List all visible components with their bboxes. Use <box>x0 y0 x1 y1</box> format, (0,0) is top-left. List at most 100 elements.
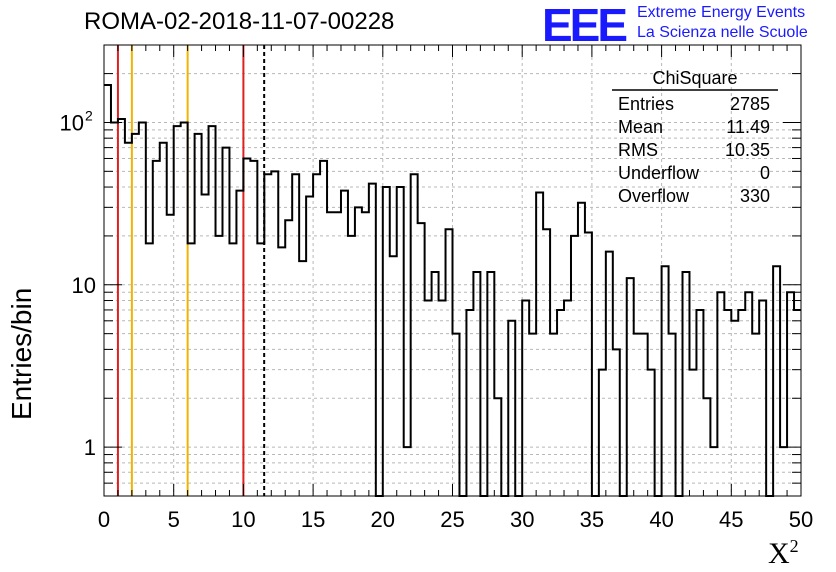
histogram-bin <box>411 174 418 496</box>
histogram-bin <box>229 243 236 496</box>
histogram-bin <box>627 278 634 496</box>
histogram-bin <box>787 292 794 496</box>
stats-box: ChiSquare Entries 2785 Mean 11.49 RMS 10.35 Und… <box>612 68 778 206</box>
histogram-bin <box>362 212 369 496</box>
x-tick-label: 35 <box>580 507 604 532</box>
histogram-bin <box>578 203 585 496</box>
histogram-series <box>104 84 801 497</box>
stats-row-label: Entries <box>618 94 674 114</box>
stats-box-title: ChiSquare <box>652 68 737 88</box>
histogram-bin <box>153 161 160 496</box>
logo-line-1: Extreme Energy Events <box>637 4 806 21</box>
histogram-bin <box>383 187 390 496</box>
histogram-bin <box>390 256 397 496</box>
histogram-bin <box>104 85 111 496</box>
histogram-bin <box>794 310 801 496</box>
histogram-bin <box>418 223 425 496</box>
histogram-bin <box>111 122 118 496</box>
histogram-bin <box>717 292 724 496</box>
histogram-bin <box>327 212 334 496</box>
stats-row-value: 10.35 <box>725 140 770 160</box>
x-tick-label: 15 <box>301 507 325 532</box>
eee-logo: EEE <box>542 0 628 51</box>
y-tick-label: 10 <box>72 273 96 298</box>
histogram-bin <box>369 184 376 496</box>
histogram-bin <box>181 122 188 496</box>
stats-row-value: 2785 <box>730 94 770 114</box>
histogram-bin <box>648 370 655 496</box>
histogram-bin <box>292 174 299 496</box>
logo-line-2: La Scienza nelle Scuole <box>637 24 808 41</box>
x-tick-label: 5 <box>168 507 180 532</box>
histogram-bin <box>348 236 355 496</box>
histogram-bin <box>738 310 745 496</box>
histogram-bin <box>634 334 641 496</box>
histogram-bin <box>139 122 146 496</box>
histogram-bin <box>320 161 327 496</box>
histogram-bin <box>439 301 446 496</box>
histogram-bin <box>216 236 223 496</box>
histogram-bin <box>446 229 453 496</box>
histogram-bin <box>557 310 564 496</box>
histogram-bin <box>425 301 432 496</box>
histogram-bin <box>299 261 306 496</box>
x-axis-label-text: X <box>768 537 790 570</box>
x-axis-label: X2 <box>768 536 799 571</box>
histogram-bin <box>473 272 480 496</box>
histogram-bin <box>724 310 731 496</box>
histogram-bin <box>773 266 780 496</box>
stats-row-label: Underflow <box>618 163 700 183</box>
histogram-bin <box>543 229 550 496</box>
histogram-bin <box>466 310 473 496</box>
histogram-bin <box>564 301 571 496</box>
histogram-bin <box>522 301 529 496</box>
histogram-bin <box>571 236 578 496</box>
histogram-bin <box>752 334 759 496</box>
histogram-bin <box>118 119 125 496</box>
x-tick-label: 25 <box>440 507 464 532</box>
histogram-bin <box>494 398 501 496</box>
x-tick-label: 10 <box>231 507 255 532</box>
histogram-bin <box>160 143 167 496</box>
histogram-bin <box>432 272 439 496</box>
histogram-bin <box>536 193 543 496</box>
stats-row-label: Mean <box>618 117 663 137</box>
histogram-bin <box>710 447 717 496</box>
histogram-bin <box>236 191 243 496</box>
chart-title: ROMA-02-2018-11-07-00228 <box>84 8 395 35</box>
histogram-outline <box>104 84 801 497</box>
x-tick-label: 50 <box>789 507 813 532</box>
histogram-bin <box>202 194 209 496</box>
histogram-bin <box>188 243 195 496</box>
histogram-bin <box>606 252 613 496</box>
histogram-bin <box>703 398 710 496</box>
grid-lines <box>104 45 801 496</box>
histogram-bin <box>745 292 752 496</box>
histogram-bin <box>355 207 362 496</box>
histogram-bin <box>257 243 264 496</box>
histogram-bin <box>209 126 216 496</box>
x-tick-label: 40 <box>649 507 673 532</box>
histogram-bin <box>243 158 250 496</box>
histogram-bin <box>404 447 411 496</box>
x-tick-label: 30 <box>510 507 534 532</box>
histogram-bin <box>174 126 181 496</box>
stats-row-value: 0 <box>760 163 770 183</box>
histogram-bin <box>334 212 341 496</box>
histogram-bin <box>550 334 557 496</box>
histogram-bin <box>285 220 292 496</box>
histogram-bin <box>453 334 460 496</box>
histogram-bin <box>146 243 153 496</box>
histogram-bin <box>195 134 202 496</box>
y-tick-label-exponent: 2 <box>85 107 93 123</box>
histogram-bin <box>613 349 620 496</box>
histogram-bin <box>599 370 606 496</box>
x-tick-label: 45 <box>719 507 743 532</box>
x-tick-label: 20 <box>371 507 395 532</box>
histogram-bin <box>132 134 139 496</box>
histogram-bin <box>397 187 404 496</box>
x-axis-label-sup: 2 <box>789 536 799 556</box>
x-tick-label: 0 <box>98 507 110 532</box>
